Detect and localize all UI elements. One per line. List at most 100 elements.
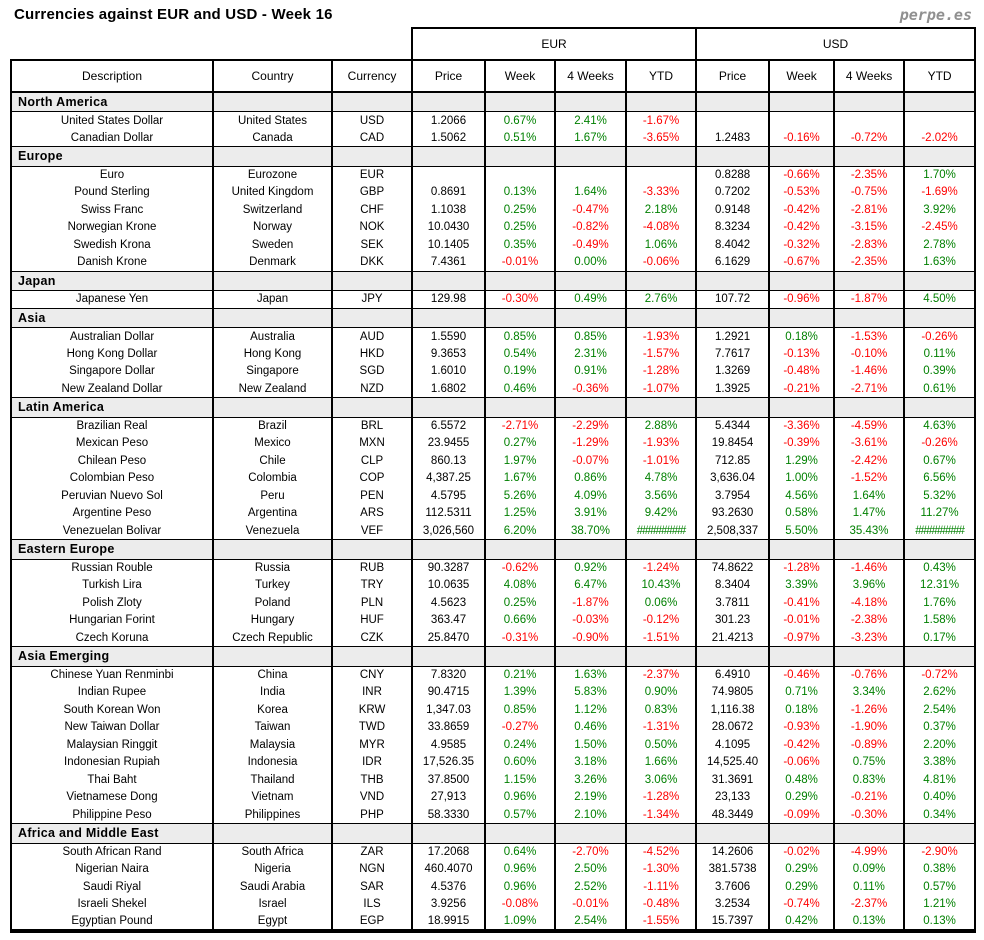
description-cell: Japanese Yen bbox=[10, 290, 214, 308]
usd-week-cell: -0.42% bbox=[768, 218, 836, 236]
usd-4weeks-cell: -0.89% bbox=[833, 736, 906, 754]
section-filler-cell bbox=[330, 307, 414, 328]
eur-week-cell: 0.19% bbox=[484, 362, 557, 380]
section-filler-cell bbox=[554, 270, 628, 291]
usd-ytd-cell: 4.50% bbox=[903, 290, 977, 308]
eur-week-cell: 0.96% bbox=[484, 788, 557, 806]
eur-4weeks-cell: 3.26% bbox=[554, 771, 628, 789]
eur-week-cell: -0.01% bbox=[484, 253, 557, 271]
eur-ytd-cell: 2.88% bbox=[625, 417, 698, 435]
eur-4weeks-cell: 0.85% bbox=[554, 327, 628, 345]
currency-cell: DKK bbox=[330, 253, 414, 271]
eur-ytd-cell: -1.07% bbox=[625, 380, 698, 398]
eur-week-cell: 6.20% bbox=[484, 522, 557, 540]
description-cell: Brazilian Real bbox=[10, 417, 214, 435]
section-filler-cell bbox=[484, 146, 557, 167]
section-filler-cell bbox=[768, 307, 836, 328]
usd-4weeks-cell: -1.46% bbox=[833, 362, 906, 380]
section-filler-cell bbox=[411, 397, 487, 418]
section-filler-cell bbox=[695, 270, 771, 291]
eur-week-cell: 0.54% bbox=[484, 345, 557, 363]
usd-week-cell: 3.39% bbox=[768, 576, 836, 594]
currency-cell: NGN bbox=[330, 860, 414, 878]
usd-4weeks-cell: -1.26% bbox=[833, 701, 906, 719]
eur-price-cell: 363.47 bbox=[411, 611, 487, 629]
eur-ytd-cell: 0.06% bbox=[625, 594, 698, 612]
usd-4weeks-cell bbox=[833, 111, 906, 129]
eur-4weeks-cell: 1.63% bbox=[554, 666, 628, 684]
eur-price-cell: 10.0635 bbox=[411, 576, 487, 594]
eur-ytd-cell: -1.93% bbox=[625, 327, 698, 345]
eur-4weeks-cell: -2.70% bbox=[554, 843, 628, 861]
section-filler-cell bbox=[768, 397, 836, 418]
table-row: Czech Koruna Czech Republic CZK 25.8470 -0.3… bbox=[10, 629, 977, 647]
description-cell: Argentine Peso bbox=[10, 504, 214, 522]
section-filler-cell bbox=[833, 91, 906, 112]
country-cell: China bbox=[212, 666, 333, 684]
description-cell: New Taiwan Dollar bbox=[10, 718, 214, 736]
group-header-usd: USD bbox=[695, 27, 977, 61]
section-filler-cell bbox=[484, 397, 557, 418]
section-row: Asia Emerging bbox=[10, 646, 977, 667]
eur-4weeks-cell: -1.29% bbox=[554, 434, 628, 452]
currency-cell: CNY bbox=[330, 666, 414, 684]
eur-price-cell: 1.5062 bbox=[411, 129, 487, 147]
section-filler-cell bbox=[484, 539, 557, 560]
table-row: Brazilian Real Brazil BRL 6.5572 -2.71% -2.29… bbox=[10, 417, 977, 435]
section-filler-cell bbox=[484, 646, 557, 667]
eur-4weeks-cell: -0.07% bbox=[554, 452, 628, 470]
eur-ytd-cell: 9.42% bbox=[625, 504, 698, 522]
usd-ytd-cell: 0.67% bbox=[903, 452, 977, 470]
usd-ytd-cell: -0.26% bbox=[903, 434, 977, 452]
currency-cell: COP bbox=[330, 469, 414, 487]
usd-4weeks-cell: 1.47% bbox=[833, 504, 906, 522]
description-cell: Pound Sterling bbox=[10, 183, 214, 201]
country-cell: Norway bbox=[212, 218, 333, 236]
usd-4weeks-cell: -2.81% bbox=[833, 201, 906, 219]
table-row: Singapore Dollar Singapore SGD 1.6010 0.19% 0… bbox=[10, 362, 977, 380]
eur-price-cell: 18.9915 bbox=[411, 913, 487, 931]
country-cell: Saudi Arabia bbox=[212, 878, 333, 896]
usd-price-cell: 712.85 bbox=[695, 452, 771, 470]
usd-ytd-cell: 11.27% bbox=[903, 504, 977, 522]
eur-4weeks-cell: 2.41% bbox=[554, 111, 628, 129]
usd-ytd-cell: 0.17% bbox=[903, 629, 977, 647]
usd-ytd-cell: -2.90% bbox=[903, 843, 977, 861]
eur-ytd-cell: -1.93% bbox=[625, 434, 698, 452]
eur-ytd-cell bbox=[625, 166, 698, 184]
usd-4weeks-cell: 0.11% bbox=[833, 878, 906, 896]
eur-4weeks-cell: 1.67% bbox=[554, 129, 628, 147]
country-cell: Nigeria bbox=[212, 860, 333, 878]
eur-ytd-cell: -1.24% bbox=[625, 559, 698, 577]
country-cell: Switzerland bbox=[212, 201, 333, 219]
usd-ytd-cell: 2.20% bbox=[903, 736, 977, 754]
eur-week-cell: -0.62% bbox=[484, 559, 557, 577]
currency-cell: RUB bbox=[330, 559, 414, 577]
usd-week-cell: -0.41% bbox=[768, 594, 836, 612]
country-cell: Vietnam bbox=[212, 788, 333, 806]
currency-cell: ILS bbox=[330, 895, 414, 913]
description-cell: Euro bbox=[10, 166, 214, 184]
col-header-eur-ytd: YTD bbox=[625, 59, 698, 93]
country-cell: Peru bbox=[212, 487, 333, 505]
usd-price-cell: 21.4213 bbox=[695, 629, 771, 647]
section-filler-cell bbox=[212, 823, 333, 844]
eur-price-cell: 6.5572 bbox=[411, 417, 487, 435]
currency-table: EUR USD Description Country Currency Pri… bbox=[10, 27, 977, 933]
col-header-usd-4weeks: 4 Weeks bbox=[833, 59, 906, 93]
section-filler-cell bbox=[554, 307, 628, 328]
section-filler-cell bbox=[212, 270, 333, 291]
eur-4weeks-cell: 0.92% bbox=[554, 559, 628, 577]
section-label: North America bbox=[10, 91, 214, 112]
description-cell: South Korean Won bbox=[10, 701, 214, 719]
column-header-row: Description Country Currency Price Week … bbox=[10, 59, 977, 93]
eur-ytd-cell: -4.08% bbox=[625, 218, 698, 236]
section-label: Asia bbox=[10, 307, 214, 328]
usd-4weeks-cell: -0.10% bbox=[833, 345, 906, 363]
section-filler-cell bbox=[212, 646, 333, 667]
eur-ytd-cell: -1.28% bbox=[625, 362, 698, 380]
table-row: Vietnamese Dong Vietnam VND 27,913 0.96% 2.19… bbox=[10, 788, 977, 806]
eur-4weeks-cell: -0.47% bbox=[554, 201, 628, 219]
eur-price-cell: 1.6010 bbox=[411, 362, 487, 380]
